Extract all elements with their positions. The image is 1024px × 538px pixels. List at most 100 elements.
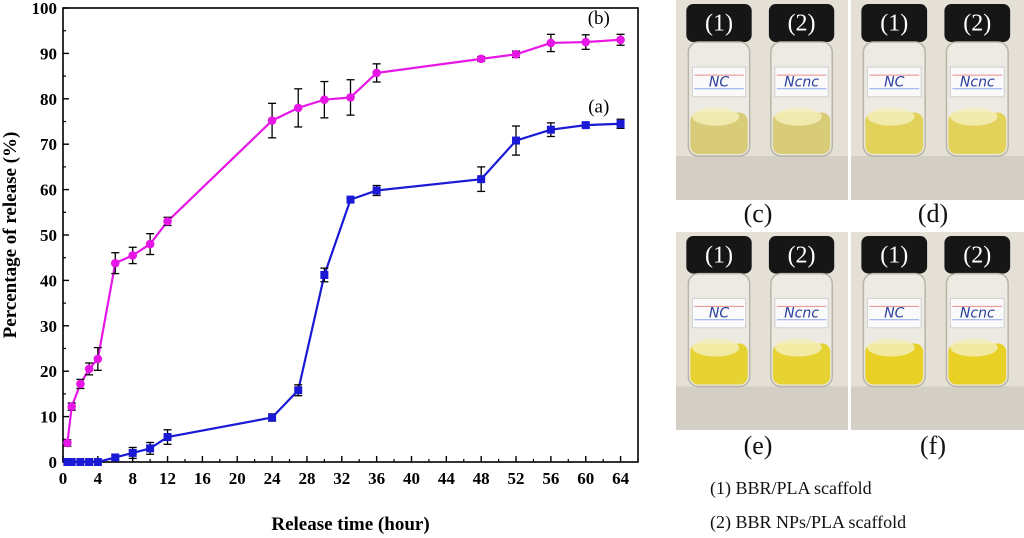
y-tick-label: 20 [40, 362, 57, 381]
scaffold-piece [867, 107, 915, 126]
panel-label-e: (e) [743, 431, 773, 460]
vial-tag [691, 66, 747, 98]
data-point-a [546, 125, 555, 134]
data-point-b [372, 68, 381, 78]
y-tick-label: 90 [40, 44, 57, 63]
scaffold-piece [774, 338, 822, 357]
y-tick-label: 0 [49, 453, 58, 472]
vial-tag [949, 297, 1005, 329]
series-annotation: (b) [588, 8, 610, 29]
data-point-b [67, 402, 77, 411]
data-point-a [163, 433, 172, 442]
data-point-b [145, 239, 155, 249]
scaffold-piece [867, 338, 915, 357]
caption-bbr-nps-pla: (2) BBR NPs/PLA scaffold [710, 512, 907, 532]
panel-label-d: (d) [917, 199, 949, 228]
data-point-b [163, 217, 172, 226]
vial-tag [949, 66, 1005, 98]
data-point-a [146, 444, 155, 453]
vial-cap [944, 235, 1011, 274]
x-tick-label: 52 [508, 469, 525, 488]
caption-bbr-pla: (1) BBR/PLA scaffold [710, 478, 872, 498]
vial-tag-text: Ncnc [960, 74, 995, 90]
series-annotation: (a) [588, 96, 609, 117]
data-point-a [111, 453, 120, 462]
vial-cap [768, 4, 835, 42]
x-tick-label: 24 [264, 469, 282, 488]
vial-number-label: (2) [788, 11, 816, 37]
vial-tag-text: NC [884, 306, 904, 322]
y-tick-label: 70 [40, 135, 57, 154]
data-point-b [511, 50, 521, 59]
panel-label-c: (c) [743, 199, 773, 228]
vial-photo: (1) NC (2) Ncnc [851, 232, 1024, 430]
data-point-b [267, 116, 277, 125]
vial-tag-text: Ncnc [784, 74, 819, 90]
photo-table [851, 386, 1024, 430]
photo-table [676, 386, 848, 430]
data-point-b [128, 251, 137, 260]
plot-frame [62, 7, 639, 463]
photo-panel-c: (1) NC (2) Ncnc [676, 0, 848, 200]
data-point-b [320, 95, 329, 105]
data-point-a [128, 448, 137, 457]
data-point-b [84, 364, 94, 374]
vial-number-label: (1) [705, 242, 733, 268]
vial-tag [774, 297, 829, 329]
x-tick-label: 48 [473, 469, 490, 488]
x-tick-label: 12 [159, 469, 176, 488]
data-point-a [346, 195, 355, 204]
photo-table [676, 156, 848, 200]
y-tick-label: 10 [40, 408, 57, 427]
vial-tag [866, 297, 922, 329]
scaffold-piece [692, 338, 740, 357]
x-tick-label: 40 [403, 469, 420, 488]
x-tick-label: 32 [333, 469, 350, 488]
vial-number-label: (2) [963, 242, 991, 268]
data-point-a [477, 175, 486, 184]
photo-table [851, 156, 1024, 200]
data-point-a [294, 386, 303, 395]
y-axis-title: Percentage of release (%) [0, 132, 21, 339]
y-tick-label: 100 [32, 0, 58, 18]
vial-number-label: (1) [880, 11, 908, 37]
data-point-a [67, 458, 76, 466]
release-chart: 0 4 8 12 16 20 24 28 32 36 40 44 48 52 56 60 64010203040… [0, 0, 639, 535]
data-point-a [76, 458, 85, 466]
vial-tag [866, 66, 922, 98]
scaffold-piece [950, 107, 998, 126]
data-point-a [85, 458, 94, 466]
vial-photo: (1) NC (2) Ncnc [676, 232, 848, 430]
series-line-0 [67, 122, 621, 464]
photo-panel-d: (1) NC (2) Ncnc [851, 0, 1024, 200]
data-point-b [581, 37, 591, 47]
x-tick-label: 56 [542, 469, 559, 488]
y-tick-label: 30 [40, 317, 57, 336]
vial-tag-text: NC [709, 74, 729, 90]
vial-tag-text: Ncnc [960, 306, 995, 322]
vial-tag-text: NC [709, 306, 729, 322]
vial-number-label: (1) [705, 11, 733, 37]
data-point-a [268, 413, 277, 422]
vial-cap [861, 235, 928, 274]
x-tick-label: 28 [298, 469, 315, 488]
data-point-a [616, 119, 625, 128]
data-point-a [581, 121, 590, 130]
vial-tag-text: Ncnc [784, 306, 819, 322]
x-tick-label: 8 [128, 469, 137, 488]
vial-photo: (1) NC (2) Ncnc [851, 0, 1024, 200]
x-tick-label: 44 [438, 469, 456, 488]
vial-number-label: (2) [788, 242, 816, 268]
x-tick-label: 20 [229, 469, 246, 488]
x-tick-label: 16 [194, 469, 211, 488]
vial-photo: (1) NC (2) Ncnc [676, 0, 848, 200]
vial-tag [691, 297, 747, 329]
data-point-b [546, 38, 556, 48]
x-tick-label: 4 [94, 469, 103, 488]
data-point-b [93, 354, 103, 364]
y-tick-label: 60 [40, 181, 57, 200]
x-tick-label: 64 [612, 469, 630, 488]
y-tick-label: 40 [40, 271, 57, 290]
vial-tag-text: NC [884, 74, 904, 90]
vial-number-label: (1) [880, 242, 908, 268]
